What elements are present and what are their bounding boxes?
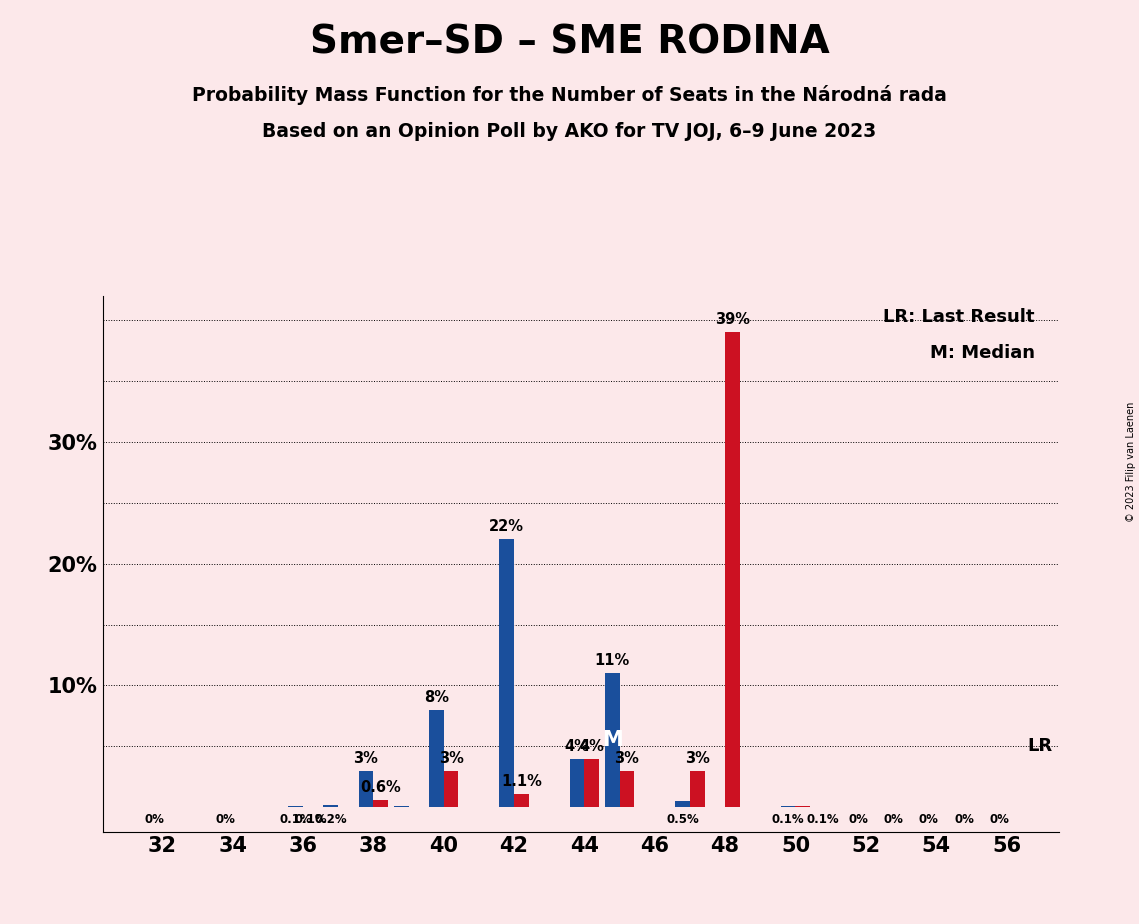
Text: 0.2%: 0.2%	[314, 813, 347, 826]
Bar	[795, 806, 810, 808]
Bar	[323, 805, 338, 808]
Bar	[620, 771, 634, 808]
Text: 8%: 8%	[424, 690, 449, 705]
Bar	[429, 710, 444, 808]
Bar	[584, 759, 599, 808]
Text: 0%: 0%	[849, 813, 868, 826]
Bar	[394, 806, 409, 808]
Text: 0.6%: 0.6%	[360, 780, 401, 795]
Text: 11%: 11%	[595, 653, 630, 668]
Text: 0.1%: 0.1%	[279, 813, 312, 826]
Text: 3%: 3%	[615, 751, 639, 766]
Text: Based on an Opinion Poll by AKO for TV JOJ, 6–9 June 2023: Based on an Opinion Poll by AKO for TV J…	[262, 122, 877, 141]
Text: 0%: 0%	[989, 813, 1009, 826]
Text: 0.1%: 0.1%	[294, 813, 327, 826]
Bar	[359, 771, 374, 808]
Text: 0.1%: 0.1%	[806, 813, 839, 826]
Text: 0%: 0%	[884, 813, 903, 826]
Bar	[726, 333, 740, 808]
Text: 3%: 3%	[353, 751, 378, 766]
Text: Probability Mass Function for the Number of Seats in the Národná rada: Probability Mass Function for the Number…	[192, 85, 947, 105]
Text: 3%: 3%	[439, 751, 464, 766]
Text: LR: LR	[1027, 737, 1052, 755]
Bar	[780, 806, 795, 808]
Text: © 2023 Filip van Laenen: © 2023 Filip van Laenen	[1126, 402, 1136, 522]
Text: 0%: 0%	[954, 813, 974, 826]
Bar	[570, 759, 584, 808]
Text: M: M	[601, 730, 623, 750]
Text: 0%: 0%	[919, 813, 939, 826]
Bar	[514, 794, 528, 808]
Text: 0%: 0%	[145, 813, 165, 826]
Bar	[444, 771, 459, 808]
Text: 39%: 39%	[715, 312, 749, 327]
Text: 4%: 4%	[565, 738, 590, 754]
Text: 0.1%: 0.1%	[772, 813, 804, 826]
Bar	[499, 540, 514, 808]
Text: LR: Last Result: LR: Last Result	[883, 308, 1034, 326]
Bar	[675, 801, 690, 808]
Bar	[288, 806, 303, 808]
Bar	[605, 674, 620, 808]
Text: Smer–SD – SME RODINA: Smer–SD – SME RODINA	[310, 23, 829, 61]
Text: 4%: 4%	[580, 738, 604, 754]
Text: 0%: 0%	[215, 813, 236, 826]
Text: 1.1%: 1.1%	[501, 774, 542, 789]
Text: 0.5%: 0.5%	[666, 813, 699, 826]
Bar	[690, 771, 705, 808]
Text: 3%: 3%	[685, 751, 710, 766]
Text: 22%: 22%	[489, 519, 524, 534]
Bar	[374, 800, 388, 808]
Text: M: Median: M: Median	[929, 345, 1034, 362]
